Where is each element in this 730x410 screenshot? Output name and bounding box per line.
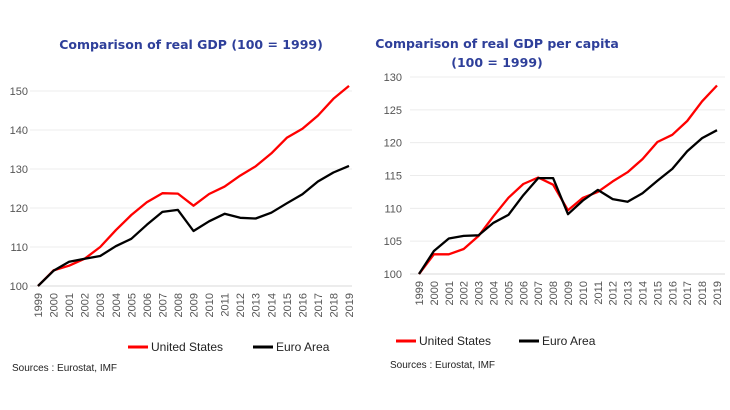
chart-title: Comparison of real GDP per capita [375, 36, 619, 51]
legend-label: Euro Area [542, 334, 596, 348]
source-note: Sources : Eurostat, IMF [390, 360, 495, 371]
x-tick-label: 2010 [204, 293, 216, 317]
y-tick-label: 110 [10, 242, 28, 254]
series-line-euro-area [418, 129, 718, 275]
y-tick-label: 150 [10, 86, 28, 98]
x-tick-label: 2017 [682, 281, 694, 305]
x-tick-label: 2015 [282, 293, 294, 317]
y-tick-label: 115 [384, 171, 402, 183]
x-tick-label: 2010 [578, 281, 590, 305]
x-tick-label: 2006 [142, 293, 154, 317]
x-tick-label: 2012 [608, 281, 620, 305]
x-tick-label: 2013 [251, 293, 263, 317]
x-tick-label: 2015 [652, 281, 664, 305]
x-tick-label: 2000 [49, 293, 61, 317]
x-tick-label: 2001 [64, 293, 76, 317]
x-tick-label: 2005 [503, 281, 515, 305]
x-tick-label: 2017 [313, 293, 325, 317]
x-tick-label: 2003 [95, 293, 107, 317]
x-tick-label: 1999 [33, 293, 45, 317]
x-tick-label: 2016 [297, 293, 309, 317]
x-tick-label: 2009 [189, 293, 201, 317]
x-tick-label: 2014 [638, 281, 650, 305]
y-tick-label: 120 [384, 138, 402, 150]
x-tick-label: 2007 [533, 281, 545, 305]
series-line-united-states [418, 84, 718, 275]
y-tick-label: 125 [384, 105, 402, 117]
x-tick-label: 1999 [414, 281, 426, 305]
y-tick-label: 110 [384, 203, 402, 215]
x-tick-label: 2014 [266, 293, 278, 317]
legend-label: Euro Area [276, 340, 330, 354]
x-tick-label: 2019 [712, 281, 724, 305]
chart-1: Comparison of real GDP (100 = 1999) 100 11… [10, 37, 356, 374]
x-tick-label: 2002 [80, 293, 92, 317]
x-tick-label: 2011 [220, 293, 232, 317]
legend-label: United States [151, 340, 223, 354]
x-tick-label: 2013 [623, 281, 635, 305]
x-tick-label: 2006 [518, 281, 530, 305]
chart-title-line2: (100 = 1999) [451, 55, 543, 70]
x-tick-label: 2019 [344, 293, 356, 317]
x-tick-label: 2009 [563, 281, 575, 305]
y-tick-label: 130 [10, 164, 28, 176]
legend-label: United States [419, 334, 491, 348]
series-line-united-states [37, 85, 350, 287]
y-tick-label: 140 [10, 125, 28, 137]
x-tick-label: 2016 [667, 281, 679, 305]
x-tick-label: 2012 [235, 293, 247, 317]
x-tick-label: 2007 [157, 293, 169, 317]
x-tick-label: 2008 [548, 281, 560, 305]
y-tick-label: 100 [384, 269, 402, 281]
x-tick-label: 2004 [111, 293, 123, 317]
x-tick-label: 2003 [474, 281, 486, 305]
x-tick-label: 2018 [328, 293, 340, 317]
y-tick-label: 105 [384, 236, 402, 248]
x-tick-label: 2018 [697, 281, 709, 305]
x-tick-label: 2002 [459, 281, 471, 305]
chart-title: Comparison of real GDP (100 = 1999) [59, 37, 323, 52]
y-tick-label: 130 [384, 72, 402, 84]
x-tick-label: 2004 [489, 281, 501, 305]
x-tick-label: 2008 [173, 293, 185, 317]
chart-2: Comparison of real GDP per capita (100 = … [375, 36, 725, 371]
x-tick-label: 2000 [429, 281, 441, 305]
x-tick-label: 2011 [593, 281, 605, 305]
source-note: Sources : Eurostat, IMF [12, 363, 117, 374]
x-tick-label: 2001 [444, 281, 456, 305]
x-tick-label: 2005 [126, 293, 138, 317]
y-tick-label: 120 [10, 203, 28, 215]
y-tick-label: 100 [10, 281, 28, 293]
series-line-euro-area [37, 164, 350, 287]
